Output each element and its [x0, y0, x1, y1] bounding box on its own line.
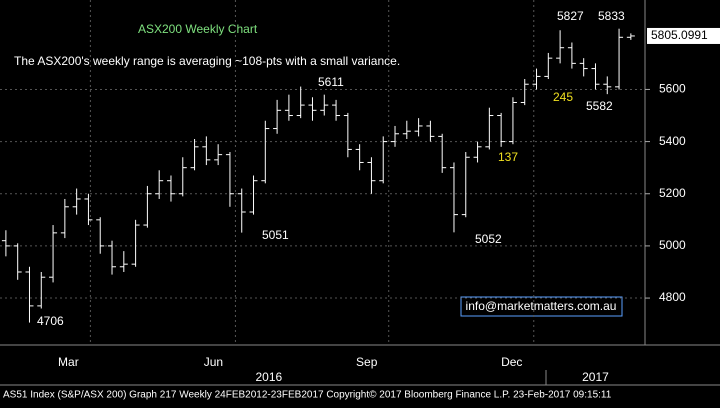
- annotation: 4706: [37, 314, 64, 328]
- last-price-label: 5805.0991: [651, 28, 708, 42]
- x-tick-label: Jun: [204, 355, 223, 369]
- annotation: 5827: [557, 9, 584, 23]
- annotation: 5582: [586, 99, 613, 113]
- y-tick-label: 4800: [659, 290, 686, 304]
- annotation: 5611: [318, 75, 344, 89]
- subtitle: The ASX200's weekly range is averaging ~…: [14, 54, 400, 68]
- annotation: 5052: [475, 232, 502, 246]
- x-tick-label: Dec: [501, 355, 522, 369]
- x-tick-label: Sep: [356, 355, 378, 369]
- x-year-label: 2016: [255, 370, 282, 384]
- last-price-box: [647, 27, 720, 44]
- x-year-label: 2017: [582, 370, 609, 384]
- contact-box: [460, 296, 623, 317]
- y-tick-label: 5400: [659, 134, 686, 148]
- footer: AS51 Index (S&P/ASX 200) Graph 217 Weekl…: [3, 390, 612, 401]
- y-tick-label: 5200: [659, 186, 686, 200]
- x-tick-label: Mar: [58, 355, 79, 369]
- annotation: 5833: [598, 9, 625, 23]
- y-tick-label: 5600: [659, 82, 686, 96]
- annotation: 245: [553, 90, 573, 104]
- chart-title: ASX200 Weekly Chart: [138, 22, 258, 36]
- y-tick-label: 5000: [659, 238, 686, 252]
- annotation: 5051: [262, 228, 289, 242]
- annotation: 137: [498, 150, 518, 164]
- contact: info@marketmatters.com.au: [466, 299, 617, 313]
